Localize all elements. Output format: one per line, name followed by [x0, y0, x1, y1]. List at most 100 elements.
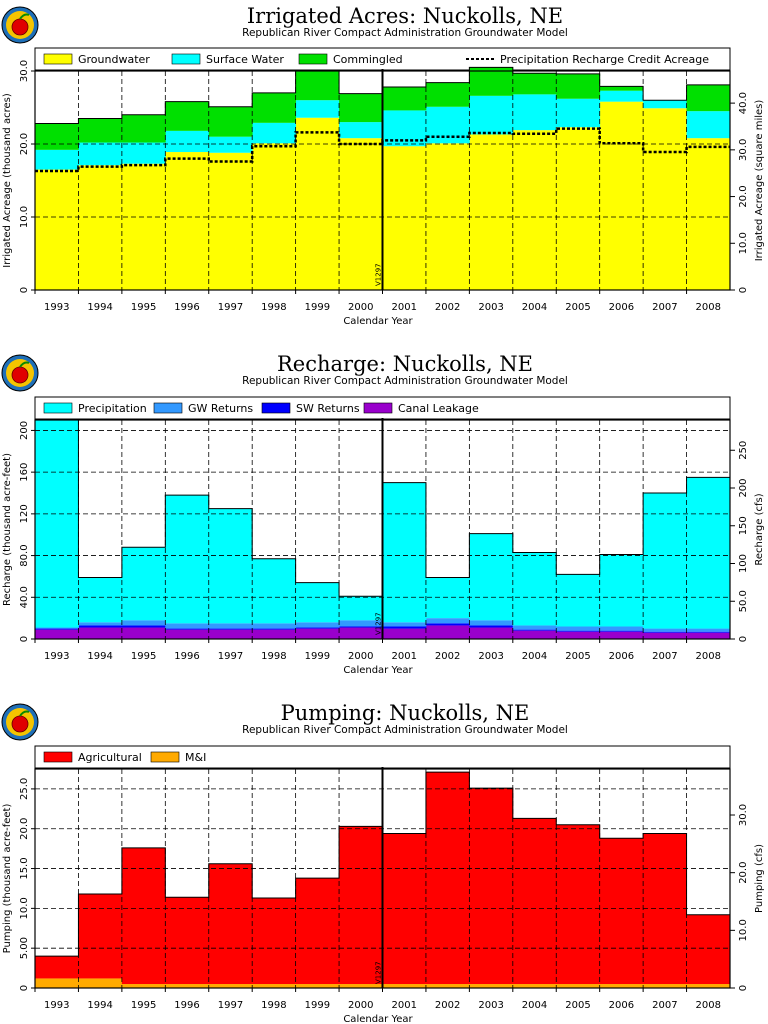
bar-segment — [78, 894, 123, 979]
bar-segment — [208, 984, 253, 988]
y-tick-label: 120 — [19, 504, 30, 523]
bar-segment — [599, 631, 644, 639]
bar-segment — [643, 833, 687, 985]
x-tick-label: 1994 — [87, 1000, 112, 1011]
logo-irrigated-leaf — [19, 13, 30, 20]
x-tick-label: 2004 — [522, 1000, 547, 1011]
logo-pumping-leaf — [19, 710, 30, 717]
y2-tick-label: 20.0 — [738, 862, 749, 884]
bar-segment — [78, 625, 123, 628]
x-tick-label: 1995 — [131, 302, 156, 313]
legend-label: Precipitation Recharge Credit Acreage — [500, 53, 709, 66]
bar-segment — [469, 627, 514, 639]
bar-segment — [121, 142, 166, 164]
logo-recharge-leaf — [19, 361, 30, 368]
bar-segment — [208, 152, 253, 290]
bar-segment — [599, 838, 644, 985]
bar-segment — [556, 127, 601, 291]
bar-segment — [686, 632, 731, 639]
x-tick-label: 1998 — [261, 1000, 286, 1011]
y2-tick-label: 10.0 — [738, 919, 749, 941]
bar-segment — [599, 626, 644, 631]
model-version-label: V1297 — [375, 612, 383, 635]
bar-segment — [78, 165, 123, 290]
x-tick-label: 2005 — [565, 651, 590, 662]
bar-segment — [165, 897, 210, 985]
legend-swatch — [363, 402, 393, 414]
bar-segment — [78, 627, 123, 639]
x-tick-label: 2000 — [348, 651, 373, 662]
bar-segment — [382, 622, 427, 627]
bar-segment — [295, 582, 340, 623]
bar-segment — [469, 984, 514, 988]
bar-segment — [425, 625, 470, 639]
bar-segment — [512, 625, 557, 630]
model-version-label: V1297 — [375, 961, 383, 984]
y2-axis-title: Irrigated Acreage (square miles) — [754, 100, 765, 262]
y-tick-label: 40.0 — [19, 586, 30, 608]
bar-segment — [78, 142, 123, 166]
legend-label: Canal Leakage — [398, 402, 479, 415]
chart-title: Recharge: Nuckolls, NE — [277, 352, 533, 376]
x-tick-label: 1997 — [218, 651, 243, 662]
x-tick-label: 2006 — [609, 651, 634, 662]
bar-segment — [425, 618, 470, 624]
y-tick-label: 20.0 — [19, 818, 30, 840]
chart-title: Irrigated Acres: Nuckolls, NE — [247, 4, 563, 28]
bar-segment — [382, 146, 427, 290]
chart-subtitle: Republican River Compact Administration … — [242, 724, 568, 736]
bar-segment — [643, 628, 687, 632]
bar-segment — [512, 552, 557, 626]
legend-swatch — [150, 751, 180, 763]
bar-segment — [599, 984, 644, 988]
bar-segment — [512, 630, 557, 639]
bar-segment — [686, 477, 731, 629]
bar-segment — [121, 620, 166, 626]
legend-swatch — [298, 53, 328, 65]
bar-segment — [339, 826, 383, 985]
bar-segment — [556, 630, 601, 632]
bar-segment — [78, 577, 123, 623]
bar-segment — [339, 984, 383, 988]
x-tick-label: 2006 — [609, 1000, 634, 1011]
bar-segment — [165, 623, 210, 629]
bar-segment — [165, 984, 210, 988]
y2-axis-title: Pumping (cfs) — [754, 844, 765, 913]
y-tick-label: 200 — [19, 421, 30, 440]
bar-segment — [252, 984, 297, 988]
y2-tick-label: 100 — [738, 554, 749, 573]
bar-segment — [599, 90, 644, 102]
y-tick-label: 20.0 — [19, 133, 30, 155]
bar-segment — [78, 118, 123, 143]
bar-segment — [686, 914, 731, 985]
bar-segment — [382, 984, 427, 988]
x-tick-label: 1995 — [131, 1000, 156, 1011]
bar-segment — [643, 100, 687, 109]
bar-segment — [35, 123, 79, 150]
bar-segment — [295, 117, 340, 290]
model-version-label: V1297 — [375, 263, 383, 286]
x-tick-label: 2003 — [478, 1000, 503, 1011]
bar-segment — [252, 623, 297, 629]
bar-segment — [252, 898, 297, 985]
legend-label: Precipitation — [78, 402, 147, 415]
bar-segment — [643, 631, 687, 633]
x-tick-label: 1997 — [218, 1000, 243, 1011]
logo-recharge-apple — [11, 366, 29, 384]
legend-label: GW Returns — [188, 402, 253, 415]
bar-segment — [643, 632, 687, 639]
y2-tick-label: 150 — [738, 516, 749, 535]
bar-segment — [121, 847, 166, 985]
bar-segment — [599, 554, 644, 627]
bar-segment — [339, 626, 383, 628]
y-tick-label: 0 — [19, 985, 30, 991]
y2-tick-label: 30.0 — [738, 804, 749, 826]
bar-segment — [208, 629, 253, 639]
legend-swatch — [171, 53, 201, 65]
bar-segment — [35, 169, 79, 290]
bar-segment — [643, 493, 687, 629]
bar-segment — [165, 495, 210, 624]
